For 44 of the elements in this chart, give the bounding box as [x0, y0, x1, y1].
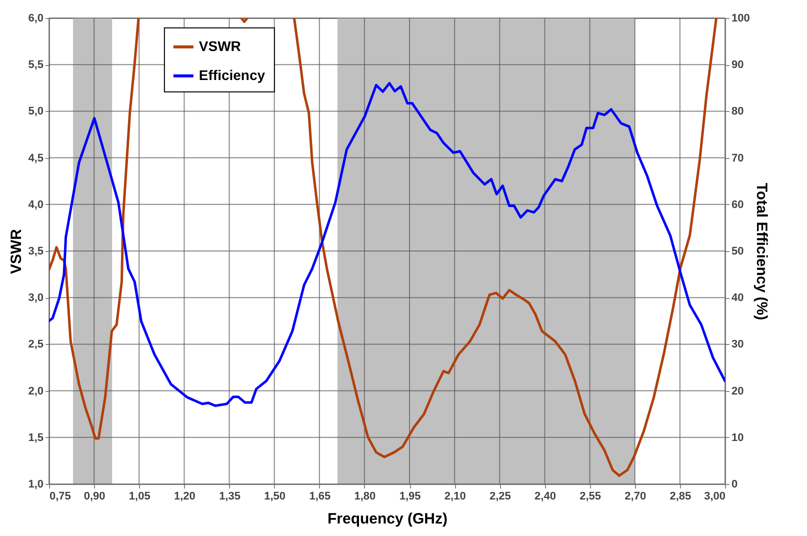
y2-tick-label: 80: [732, 106, 744, 118]
x-tick-label: 1,50: [264, 490, 286, 502]
line-series: [49, 82, 725, 407]
y-tick-label: 6,0: [28, 12, 44, 24]
y2-tick-label: 40: [732, 292, 744, 304]
x-tick-label: 0,90: [84, 490, 106, 502]
y2-axis-title: Total Efficiency (%): [752, 182, 770, 320]
y-tick-label: 2,5: [28, 338, 44, 351]
y2-tick-label: 60: [732, 198, 744, 211]
legend-label: Efficiency: [198, 66, 266, 83]
y-axis-title: VSWR: [8, 228, 26, 274]
y-tick-label: 5,0: [28, 106, 44, 118]
y-tick-label: 5,5: [28, 59, 44, 72]
y2-tick-label: 100: [732, 12, 750, 24]
y-tick-label: 3,5: [28, 246, 44, 258]
x-tick-label: 2,85: [670, 490, 692, 502]
y2-tick-label: 30: [732, 338, 744, 351]
x-tick-label: 1,20: [174, 490, 196, 502]
x-tick-label: 1,35: [219, 490, 240, 502]
y-tick-label: 1,5: [28, 432, 44, 444]
y2-tick-label: 20: [732, 385, 744, 398]
y-tick-label: 4,5: [28, 152, 44, 164]
x-tick-label: 2,10: [444, 490, 466, 502]
y-tick-label: 4,0: [28, 198, 44, 211]
y2-tick-label: 90: [732, 59, 744, 72]
x-tick-label: 1,80: [354, 490, 376, 502]
x-tick-label: 1,65: [309, 490, 331, 502]
y-tick-label: 2,0: [28, 385, 44, 398]
x-tick-label: 2,40: [534, 490, 556, 502]
legend-label: VSWR: [198, 38, 241, 54]
y2-tick-label: 10: [732, 432, 744, 444]
y2-tick-label: 50: [732, 246, 744, 258]
x-tick-label: 2,70: [624, 490, 646, 502]
x-tick-label: 1,05: [128, 490, 150, 502]
x-tick-label: 0,75: [50, 490, 71, 502]
x-axis-title: Frequency (GHz): [327, 510, 448, 528]
x-tick-label: 2,25: [489, 490, 511, 502]
y2-tick-label: 0: [732, 478, 738, 490]
x-tick-label: 3,00: [704, 490, 726, 502]
x-tick-label: 1,95: [399, 490, 421, 502]
y-tick-label: 1,0: [28, 478, 44, 490]
y2-tick-label: 70: [732, 152, 744, 164]
y-tick-label: 3,0: [28, 292, 44, 304]
x-tick-label: 2,55: [580, 490, 602, 502]
